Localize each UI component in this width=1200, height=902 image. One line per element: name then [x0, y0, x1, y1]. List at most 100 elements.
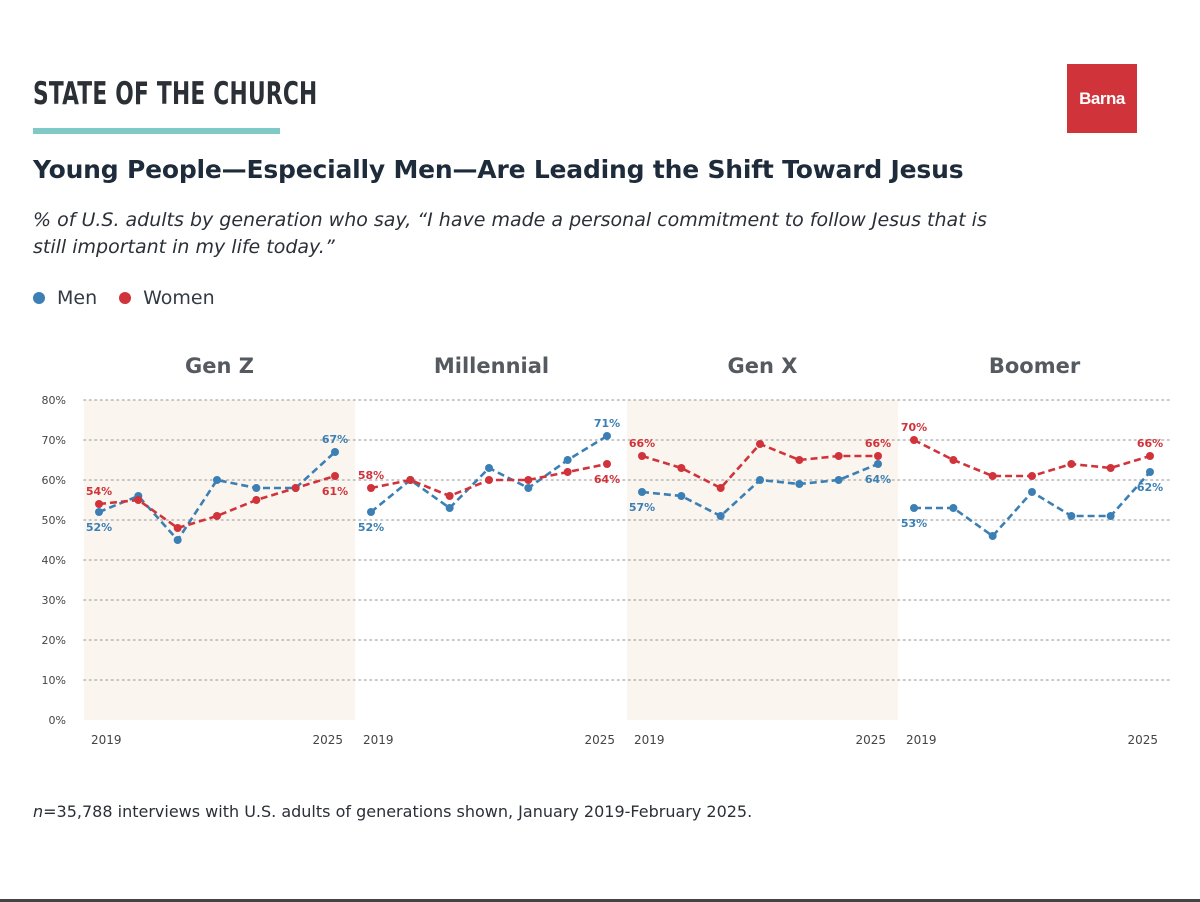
point-men-2-3 — [756, 476, 764, 484]
chart-title: Young People—Especially Men—Are Leading … — [33, 155, 964, 184]
legend-item-men: Men — [33, 287, 97, 309]
data-label-last-women-0: 61% — [322, 485, 348, 498]
barna-logo: Barna — [1067, 64, 1137, 133]
point-women-0-0 — [95, 500, 103, 508]
point-women-0-4 — [252, 496, 261, 504]
series-line-men-1 — [370, 434, 608, 514]
point-women-3-2 — [988, 472, 997, 480]
data-label-last-men-3: 62% — [1137, 481, 1163, 494]
brand-underline — [33, 128, 280, 134]
data-label-first-men-1: 52% — [358, 521, 384, 534]
x-tick-label-first-1: 2019 — [363, 733, 394, 747]
logo-text: Barna — [1079, 88, 1125, 108]
footnote: n=35,788 interviews with U.S. adults of … — [33, 802, 752, 821]
point-women-2-4 — [795, 456, 804, 464]
point-men-0-2 — [173, 536, 182, 544]
series-line-women-3 — [913, 438, 1151, 478]
point-women-3-1 — [949, 456, 958, 464]
point-women-2-2 — [716, 484, 725, 492]
point-men-3-0 — [910, 504, 918, 512]
x-tick-label-last-2: 2025 — [855, 733, 886, 747]
point-women-1-0 — [367, 484, 375, 492]
point-men-1-6 — [603, 432, 611, 440]
data-label-first-women-2: 66% — [629, 437, 655, 450]
point-men-2-5 — [834, 476, 843, 484]
footnote-n: n — [33, 802, 44, 821]
point-women-1-5 — [563, 468, 572, 476]
data-label-last-men-0: 67% — [322, 433, 348, 446]
x-tick-label-last-3: 2025 — [1127, 733, 1158, 747]
x-tick-label-last-1: 2025 — [584, 733, 615, 747]
point-women-0-5 — [291, 484, 300, 492]
point-men-1-4 — [524, 484, 533, 492]
point-women-1-6 — [603, 460, 611, 468]
panel-title-3: Boomer — [989, 354, 1081, 378]
x-tick-label-first-0: 2019 — [91, 733, 122, 747]
y-tick-label-60: 60% — [42, 474, 66, 487]
point-men-2-1 — [677, 492, 686, 500]
x-tick-label-last-0: 2025 — [312, 733, 343, 747]
generation-line-chart: 0% 10% 20% 30% 40% 50% 60% 70% 80% Gen Z 2019 2025 5… — [42, 354, 1171, 747]
point-men-1-3 — [485, 464, 493, 472]
y-tick-label-20: 20% — [42, 634, 66, 647]
point-men-0-4 — [252, 484, 261, 492]
brand-title: STATE OF THE CHURCH — [33, 76, 318, 112]
y-tick-label-80: 80% — [42, 394, 66, 407]
panel-title-2: Gen X — [728, 354, 798, 378]
data-label-first-men-0: 52% — [86, 521, 112, 534]
point-men-0-3 — [213, 476, 221, 484]
bottom-rule — [0, 899, 1200, 902]
legend-item-women: Women — [119, 287, 215, 309]
data-label-last-men-2: 64% — [865, 473, 891, 486]
point-women-0-6 — [331, 472, 339, 480]
y-tick-label-0: 0% — [49, 714, 66, 727]
data-label-first-men-2: 57% — [629, 501, 655, 514]
point-women-0-1 — [134, 496, 143, 504]
data-label-last-men-1: 71% — [594, 417, 620, 430]
footnote-text: =35,788 interviews with U.S. adults of g… — [43, 802, 753, 821]
point-women-2-3 — [756, 440, 764, 448]
point-women-3-5 — [1106, 464, 1115, 472]
legend-dot-women — [119, 292, 132, 304]
point-men-3-5 — [1106, 512, 1115, 520]
point-men-2-0 — [638, 488, 646, 496]
data-label-first-women-1: 58% — [358, 469, 384, 482]
point-women-3-6 — [1146, 452, 1154, 460]
y-tick-label-50: 50% — [42, 514, 66, 527]
point-men-2-6 — [874, 460, 882, 468]
point-women-1-2 — [445, 492, 454, 500]
point-women-0-3 — [213, 512, 221, 520]
point-women-2-1 — [677, 464, 686, 472]
point-men-1-5 — [563, 456, 572, 464]
point-men-3-4 — [1067, 512, 1076, 520]
data-label-first-women-0: 54% — [86, 485, 112, 498]
point-women-0-2 — [173, 524, 182, 532]
data-label-last-women-3: 66% — [1137, 437, 1163, 450]
data-label-first-women-3: 70% — [901, 421, 927, 434]
point-men-0-0 — [95, 508, 103, 516]
panel-title-1: Millennial — [434, 354, 549, 378]
legend-dot-men — [33, 292, 45, 304]
point-men-2-4 — [795, 480, 804, 488]
x-tick-label-first-2: 2019 — [634, 733, 665, 747]
y-tick-label-30: 30% — [42, 594, 66, 607]
point-men-3-3 — [1028, 488, 1036, 496]
data-label-last-women-2: 66% — [865, 437, 891, 450]
point-women-3-4 — [1067, 460, 1076, 468]
point-women-1-3 — [485, 476, 493, 484]
point-men-3-2 — [988, 532, 997, 540]
point-women-2-5 — [834, 452, 843, 460]
legend: Men Women — [33, 287, 237, 309]
point-women-3-0 — [910, 436, 918, 444]
point-women-2-0 — [638, 452, 646, 460]
legend-label-men: Men — [57, 287, 98, 309]
point-men-3-6 — [1146, 468, 1154, 476]
point-men-1-2 — [445, 504, 454, 512]
point-women-2-6 — [874, 452, 882, 460]
point-women-1-1 — [406, 476, 415, 484]
data-label-last-women-1: 64% — [594, 473, 620, 486]
chart-subtitle: % of U.S. adults by generation who say, … — [33, 209, 987, 258]
legend-label-women: Women — [143, 287, 215, 309]
point-women-1-4 — [524, 476, 533, 484]
point-men-1-0 — [367, 508, 375, 516]
